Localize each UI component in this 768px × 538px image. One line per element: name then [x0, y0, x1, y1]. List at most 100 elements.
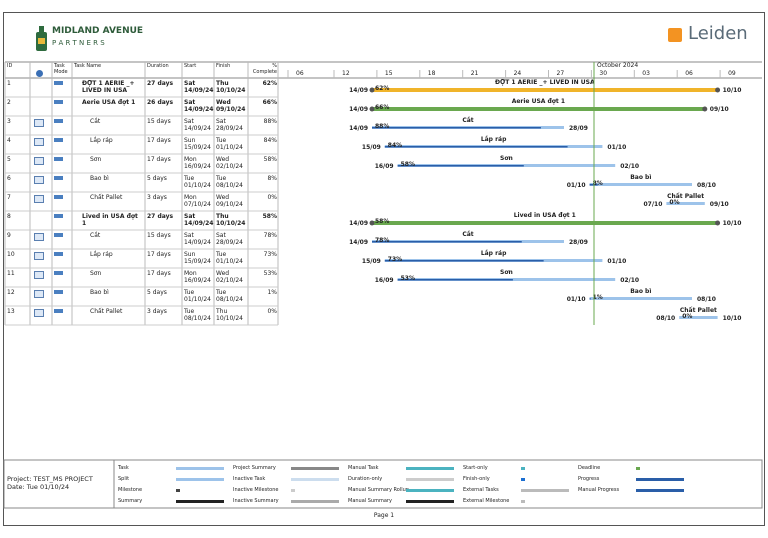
legend-label: Manual Task	[348, 465, 379, 471]
column-header: % Complete	[252, 63, 277, 75]
bar-start: 15/09	[362, 258, 381, 265]
task-name: Sơn	[90, 270, 102, 277]
logo-icon	[36, 26, 47, 51]
legend-swatch	[291, 489, 295, 492]
legend-swatch	[406, 478, 454, 481]
brand-icon	[668, 28, 682, 42]
progress-bar	[384, 260, 544, 262]
tick: 27	[557, 70, 565, 77]
complete: 58%	[262, 213, 277, 220]
bar-end: 02/10	[620, 163, 639, 170]
complete: 84%	[263, 137, 277, 144]
legend-swatch	[521, 489, 569, 492]
bar-pct: 88%	[375, 123, 389, 130]
column-header: Task Mode	[54, 63, 68, 75]
legend-swatch	[176, 467, 224, 470]
finish: Wed 09/10/24	[216, 99, 246, 113]
legend-label: Progress	[578, 476, 600, 482]
start: Tue 01/10/24	[184, 289, 211, 303]
legend-swatch	[406, 489, 454, 492]
task-name: Lắp ráp	[90, 251, 113, 258]
bar-start: 14/09	[349, 125, 368, 132]
start: Sat 14/09/24	[184, 232, 211, 246]
duration: 5 days	[147, 175, 167, 182]
bar-end	[715, 87, 721, 93]
column-header: Task Name	[74, 63, 102, 69]
task-name: Lắp ráp	[90, 137, 113, 144]
task-name: Bao bì	[90, 289, 109, 296]
bar-end	[702, 106, 708, 112]
complete: 53%	[263, 270, 277, 277]
legend-swatch	[291, 467, 339, 470]
bar-start: 16/09	[375, 277, 394, 284]
row-id: 9	[7, 232, 11, 239]
summary-bar	[372, 88, 718, 92]
complete: 62%	[262, 80, 277, 87]
task-icon	[34, 309, 44, 317]
legend-swatch	[176, 500, 224, 503]
legend-label: Deadline	[578, 465, 601, 471]
bar-start: 08/10	[656, 315, 675, 322]
bar-start: 15/09	[362, 144, 381, 151]
duration: 3 days	[147, 194, 167, 201]
tick: 24	[514, 70, 522, 77]
row-id: 4	[7, 137, 11, 144]
bar-end: 01/10	[607, 144, 626, 151]
bar-start: 14/09	[349, 106, 368, 113]
legend-swatch	[291, 478, 339, 481]
bar-start: 01/10	[567, 296, 586, 303]
legend-label: Inactive Milestone	[233, 487, 279, 493]
bar-pct: 53%	[401, 275, 415, 282]
bar-name: Lắp ráp	[481, 250, 507, 257]
bar-pct: 1%	[593, 294, 603, 301]
mode-icon	[54, 100, 63, 104]
tick: 12	[342, 70, 350, 77]
progress-bar	[372, 241, 522, 243]
duration: 15 days	[147, 118, 171, 125]
task-bar	[666, 202, 705, 205]
bar-name: Lived in USA đợt 1	[514, 212, 576, 219]
bar-name: Bao bì	[630, 174, 651, 181]
legend-swatch	[636, 478, 684, 481]
logo-sub: P A R T N E R S	[52, 39, 105, 47]
row-id: 6	[7, 175, 11, 182]
task-name: Cắt	[90, 118, 101, 125]
bar-name: Cắt	[462, 231, 473, 238]
duration: 27 days	[147, 80, 174, 87]
mode-icon	[54, 252, 63, 256]
complete: 8%	[267, 175, 277, 182]
date: Date: Tue 01/10/24	[7, 483, 70, 491]
bar-name: Sơn	[500, 155, 513, 162]
finish: Wed 09/10/24	[216, 194, 243, 208]
legend-swatch	[521, 500, 525, 503]
finish: Thu 10/10/24	[216, 80, 246, 94]
task-icon	[34, 233, 44, 241]
bar-start: 14/09	[349, 87, 368, 94]
task-name: Cắt	[90, 232, 101, 239]
bar-start: 14/09	[349, 220, 368, 227]
bar-name: Aerie USA đợt 1	[512, 98, 565, 105]
task-bar	[679, 316, 718, 319]
mode-icon	[54, 233, 63, 237]
project: Project: TEST_MS PROJECT	[7, 475, 93, 483]
column-header: ID	[7, 63, 13, 69]
duration: 3 days	[147, 308, 167, 315]
brand: Leiden	[688, 23, 748, 44]
bar-end: 28/09	[569, 239, 588, 246]
task-name: ĐỢT 1 AERIE _+ LIVED IN USA	[82, 80, 135, 94]
start: Sun 15/09/24	[184, 137, 211, 151]
legend-swatch	[521, 467, 525, 470]
start: Tue 01/10/24	[184, 175, 211, 189]
legend-swatch	[636, 489, 684, 492]
bar-name: Bao bì	[630, 288, 651, 295]
legend-label: Inactive Task	[233, 476, 266, 482]
tick: 06	[685, 70, 693, 77]
progress-bar	[397, 165, 524, 167]
task-name: Lived in USA đợt 1	[82, 213, 138, 227]
finish: Sat 28/09/24	[216, 232, 243, 246]
task-name: Bao bì	[90, 175, 109, 182]
mode-icon	[54, 290, 63, 294]
bar-end: 10/10	[723, 87, 742, 94]
bar-pct: 66%	[375, 104, 389, 111]
logo-name: MIDLAND AVENUE	[52, 26, 144, 36]
